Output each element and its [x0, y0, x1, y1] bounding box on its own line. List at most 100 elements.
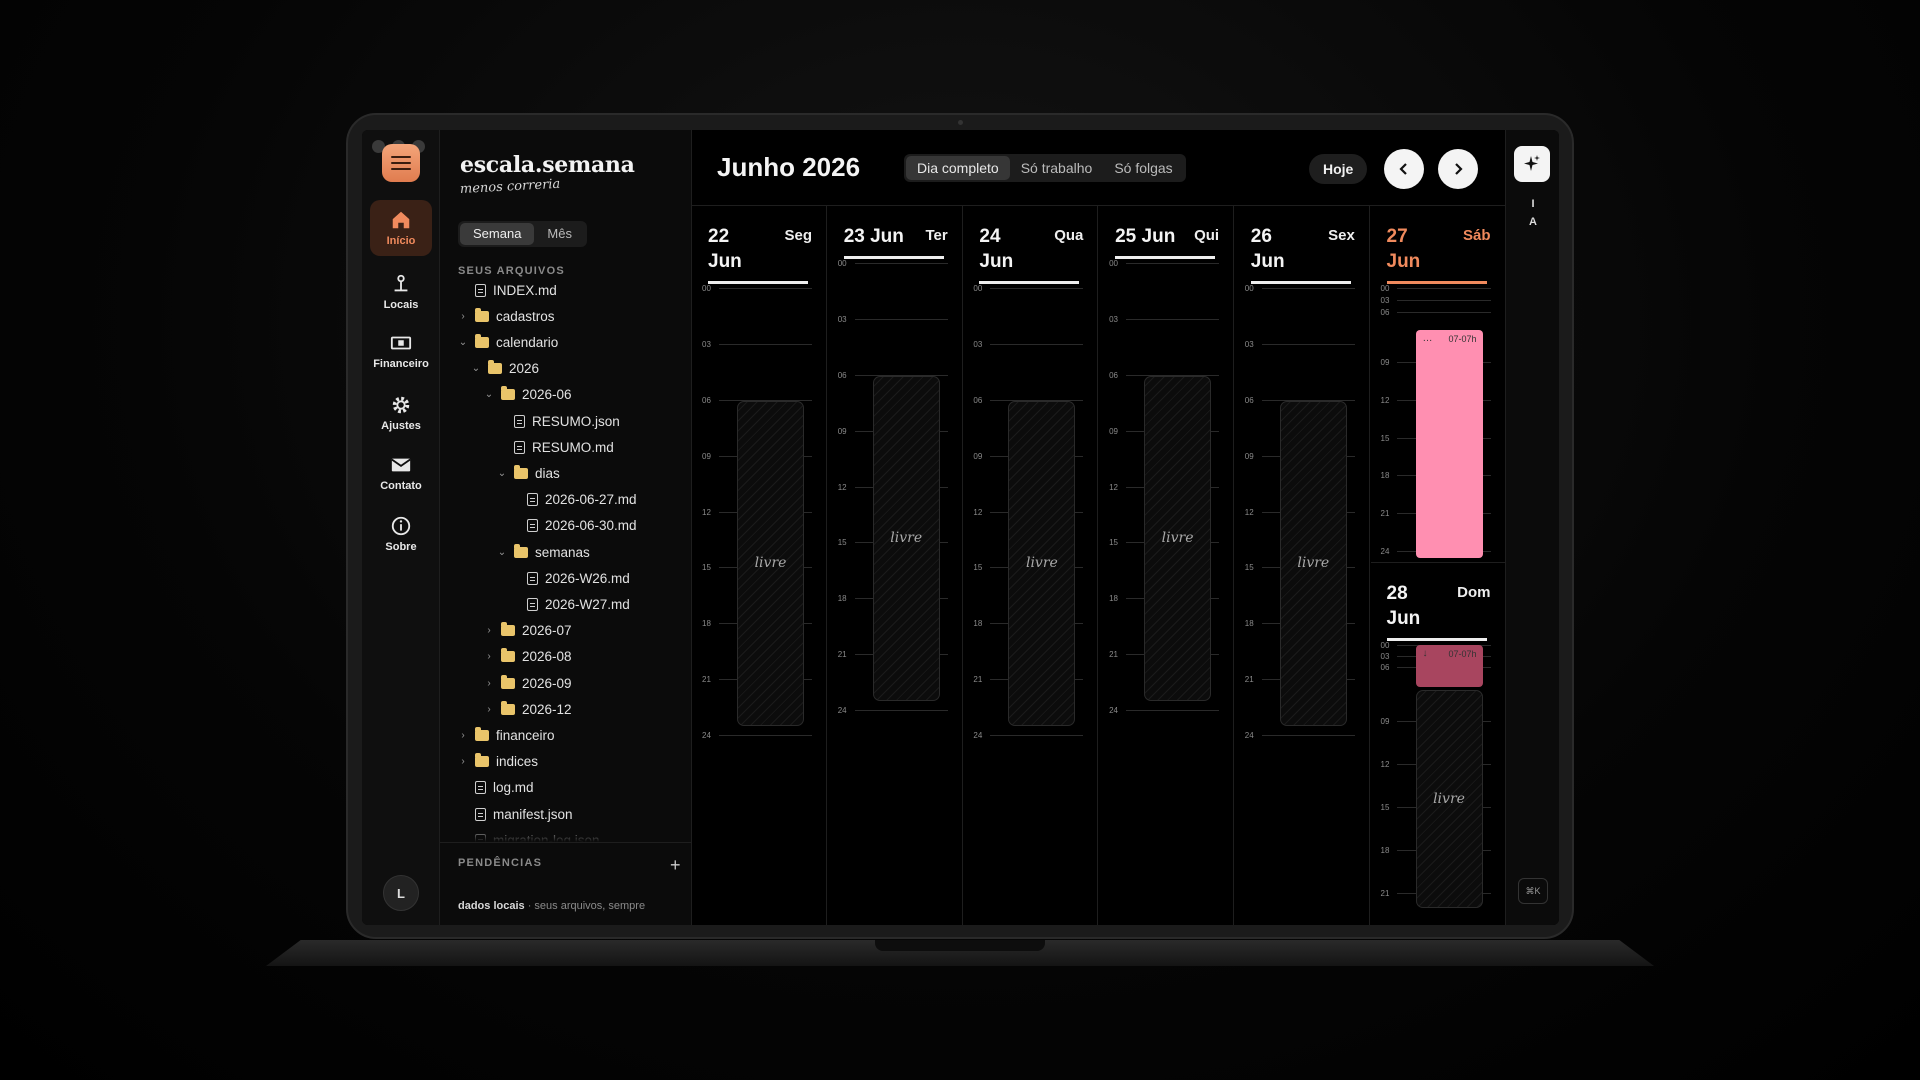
tree-folder[interactable]: › cadastros [458, 304, 555, 328]
tree-file[interactable]: 2026-W26.md [510, 566, 630, 590]
tree-file[interactable]: manifest.json [458, 802, 573, 826]
hour-label: 00 [702, 284, 812, 293]
filter-so-folgas[interactable]: Só folgas [1114, 160, 1173, 176]
tree-file[interactable]: 2026-06-30.md [510, 514, 637, 538]
file-icon [527, 571, 538, 585]
hour-label: 12 [1109, 483, 1219, 492]
rail-item-sobre[interactable]: Sobre [370, 506, 432, 562]
tree-folder[interactable]: ⌄ dias [497, 461, 560, 485]
tree-folder[interactable]: › 2026-12 [484, 697, 572, 721]
free-day-block[interactable]: livre [1144, 375, 1212, 701]
tree-file[interactable]: RESUMO.json [497, 409, 620, 433]
shift-menu-icon[interactable]: … [1422, 333, 1433, 344]
tree-file[interactable]: log.md [458, 776, 534, 800]
chevron-down-icon[interactable]: ⌄ [471, 363, 481, 375]
day-weekday: Seg [784, 227, 812, 244]
hour-label: 15 [702, 563, 812, 572]
chevron-right-icon[interactable]: › [487, 677, 491, 689]
tree-folder[interactable]: ⌄ calendario [458, 330, 558, 354]
chevron-down-icon[interactable]: ⌄ [497, 546, 507, 558]
filter-dia-completo[interactable]: Dia completo [906, 156, 1010, 180]
avatar[interactable]: L [383, 875, 419, 911]
day-column[interactable]: 27 Jun Sáb 00 03 06 09 12 15 18 21 24 … 07-07h [1371, 206, 1506, 561]
tree-label: 2026-06 [522, 387, 572, 403]
next-week-button[interactable] [1438, 149, 1478, 189]
ai-label-letter: I [1531, 198, 1535, 210]
footer-note: dados locais · seus arquivos, sempre [458, 900, 645, 912]
tab-semana[interactable]: Semana [460, 223, 535, 245]
tree-folder[interactable]: ⌄ 2026 [471, 357, 539, 381]
chevron-right-icon[interactable]: › [461, 729, 465, 741]
chevron-down-icon[interactable]: ⌄ [458, 336, 468, 348]
hour-label: 03 [973, 340, 1083, 349]
hour-label: 09 [1245, 452, 1355, 461]
tree-file[interactable]: INDEX.md [458, 278, 557, 302]
hour-label: 21 [973, 675, 1083, 684]
day-column[interactable]: 25 Jun Qui 00 03 06 09 12 15 18 21 24 livre [1099, 206, 1235, 925]
day-weekday: Sex [1328, 227, 1355, 244]
hour-label: 15 [838, 538, 948, 547]
app-logo[interactable] [382, 144, 420, 182]
month-title: Junho 2026 [717, 152, 861, 182]
footer-text: · seus arquivos, sempre [524, 900, 646, 912]
work-shift-block[interactable]: … 07-07h [1415, 330, 1483, 558]
tree-folder[interactable]: ⌄ semanas [497, 540, 590, 564]
rail-item-contato[interactable]: Contato [370, 445, 432, 501]
view-toggle: Semana Mês [458, 221, 587, 247]
chevron-right-icon[interactable]: › [487, 625, 491, 637]
tree-file[interactable]: 2026-W27.md [510, 592, 630, 616]
day-column[interactable]: 26 Jun Sex 00 03 06 09 12 15 18 21 24 livre [1235, 206, 1370, 925]
folder-icon [501, 674, 515, 689]
free-day-block[interactable]: livre [737, 400, 804, 726]
rail-item-inicio[interactable]: Início [370, 200, 432, 256]
carryover-shift-block[interactable]: ↓ 07-07h [1415, 645, 1483, 687]
command-palette-shortcut[interactable]: ⌘K [1518, 878, 1548, 904]
hour-label: 18 [702, 619, 812, 628]
free-day-block[interactable]: livre [1008, 400, 1076, 726]
chevron-down-icon[interactable]: ⌄ [484, 389, 494, 401]
hour-label: 03 [1109, 315, 1219, 324]
tree-folder[interactable]: › 2026-08 [484, 645, 572, 669]
file-icon [527, 519, 538, 533]
brand-name: escala.semana [460, 152, 635, 178]
prev-week-button[interactable] [1384, 149, 1424, 189]
day-month: Jun [979, 251, 1014, 272]
info-icon [391, 516, 411, 536]
chevron-right-icon[interactable]: › [461, 310, 465, 322]
tree-file[interactable]: 2026-06-27.md [510, 488, 637, 512]
day-num: 23 [843, 226, 865, 247]
free-day-block[interactable]: livre [872, 375, 940, 701]
tree-folder[interactable]: › indices [458, 750, 538, 774]
day-weekday: Sáb [1462, 227, 1491, 244]
rail-item-ajustes[interactable]: Ajustes [370, 385, 432, 441]
filter-so-trabalho[interactable]: Só trabalho [1020, 160, 1093, 176]
tree-folder[interactable]: › 2026-09 [484, 671, 572, 695]
free-day-block[interactable]: livre [1279, 400, 1347, 726]
today-button[interactable]: Hoje [1309, 154, 1368, 184]
tree-folder[interactable]: ⌄ 2026-06 [484, 383, 572, 407]
rail-label: Financeiro [373, 358, 429, 370]
chevron-right-icon[interactable]: › [487, 703, 491, 715]
rail-item-financeiro[interactable]: Financeiro [370, 323, 432, 379]
chevron-down-icon[interactable]: ⌄ [497, 467, 507, 479]
tree-folder[interactable]: › financeiro [458, 723, 555, 747]
chevron-right-icon[interactable]: › [461, 756, 465, 768]
day-column[interactable]: 24 Jun Qua 00 03 06 09 12 15 18 21 24 livre [963, 206, 1099, 925]
tree-file[interactable]: RESUMO.md [497, 435, 614, 459]
ai-assistant-button[interactable] [1514, 146, 1550, 182]
day-num: 22 [708, 226, 730, 247]
envelope-icon [391, 458, 411, 472]
day-column[interactable]: 22 Jun Seg 00 03 06 09 12 15 18 21 24 livre [692, 206, 827, 925]
free-day-block[interactable]: livre [1415, 690, 1483, 908]
tab-mes[interactable]: Mês [547, 226, 572, 241]
tree-folder[interactable]: › 2026-07 [484, 619, 572, 643]
chevron-right-icon[interactable]: › [487, 651, 491, 663]
hour-label: 21 [1381, 509, 1491, 518]
hour-label: 18 [1381, 471, 1491, 480]
rail-item-locais[interactable]: Locais [370, 264, 432, 320]
day-column[interactable]: 23 Jun Ter 00 03 06 09 12 15 18 21 24 livre [828, 206, 963, 925]
divider [692, 205, 1505, 206]
window-close-dot[interactable] [372, 140, 385, 153]
add-pending-button[interactable]: + [670, 855, 681, 875]
